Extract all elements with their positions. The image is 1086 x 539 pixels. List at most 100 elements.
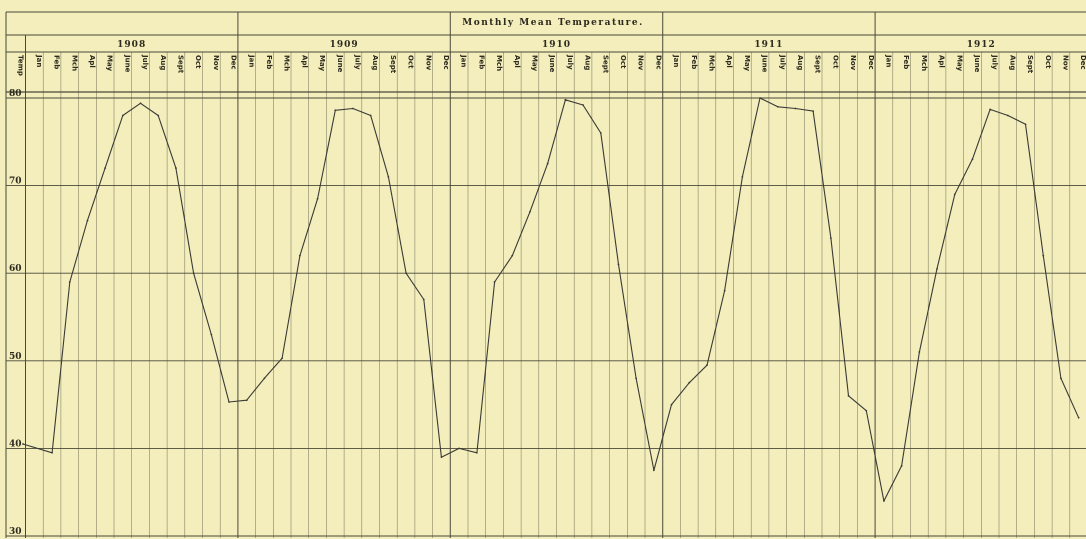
month-label: May (530, 55, 538, 71)
temperature-point (228, 401, 230, 403)
month-label: Oct (1044, 55, 1052, 69)
month-label: Apl (88, 55, 96, 68)
month-label: Dec (1079, 55, 1086, 70)
temperature-point (316, 197, 319, 200)
temperature-point (741, 175, 744, 178)
temperature-point (1060, 377, 1062, 380)
month-label: Oct (619, 55, 627, 69)
temperature-point (281, 357, 284, 360)
month-label: Dec (867, 55, 875, 70)
y-tick-label: 30 (9, 527, 22, 537)
temperature-point (245, 399, 248, 402)
temperature-point (582, 104, 584, 106)
chart-title: Monthly Mean Temperature. (462, 18, 644, 28)
month-label: May (955, 55, 963, 71)
month-label: July (566, 54, 574, 70)
month-label: May (743, 55, 751, 71)
month-label: Jan (460, 54, 468, 67)
temperature-point (104, 167, 107, 169)
month-label: Nov (1061, 55, 1069, 71)
month-label: Sept (814, 55, 822, 74)
month-label: Dec (654, 55, 662, 70)
y-tick-label: 70 (9, 177, 22, 187)
temperature-point (670, 403, 673, 406)
month-label: Nov (424, 55, 432, 71)
month-label: Jan (247, 54, 255, 67)
month-label: Oct (194, 55, 202, 69)
temperature-point (440, 456, 443, 459)
temperature-point (971, 158, 974, 161)
month-label: Feb (902, 55, 910, 69)
temperature-point (334, 109, 337, 112)
temperature-point (139, 102, 142, 105)
month-label: Sept (1026, 55, 1034, 74)
month-label: Mch (707, 55, 715, 71)
temperature-point (422, 298, 425, 301)
month-label: Feb (477, 55, 485, 69)
grid (5, 11, 1086, 538)
month-label: Jan (884, 54, 892, 67)
month-label: Mch (70, 55, 78, 71)
temperature-point (865, 409, 868, 412)
month-label: Nov (212, 55, 220, 71)
year-label: 1908 (117, 40, 146, 50)
month-label: July (353, 54, 361, 70)
temperature-point (847, 394, 850, 397)
temperature-point (564, 98, 567, 101)
temperature-point (511, 254, 514, 257)
temperature-point (529, 210, 531, 213)
temperature-point (953, 193, 956, 196)
temperature-point (86, 219, 89, 222)
temperature-point (157, 114, 160, 117)
temperature-point (1006, 114, 1009, 117)
temperature-point (599, 132, 602, 134)
temperature-point (175, 167, 177, 169)
month-label: June (123, 54, 131, 73)
month-label: Aug (1008, 55, 1016, 70)
temperature-point (776, 105, 779, 108)
temperature-point (688, 381, 691, 384)
temperature-point (475, 451, 478, 454)
temperature-point (405, 272, 407, 275)
month-labels: Temp Jan Feb Mch Apl May June July Aug Sept Oct Nov… (17, 54, 1086, 76)
temperature-point (493, 281, 496, 283)
temperature-point (936, 267, 938, 270)
year-label: 1909 (330, 40, 359, 50)
month-label: Mch (283, 55, 291, 71)
temperature-point (22, 443, 24, 445)
temperature-series (22, 97, 1080, 502)
y-tick-label: 50 (9, 352, 22, 362)
month-label: Apl (725, 55, 733, 68)
year-label: 1912 (967, 40, 996, 50)
temperature-point (51, 451, 53, 454)
temperature-point (617, 263, 620, 266)
temperature-point (723, 289, 726, 292)
temperature-point (794, 107, 797, 110)
year-label: 1910 (542, 40, 571, 50)
temperature-point (369, 114, 372, 117)
month-label: May (318, 55, 326, 71)
month-label: Sept (389, 55, 397, 74)
month-label: Dec (230, 55, 238, 70)
temperature-point (458, 447, 461, 450)
month-label: Jan (35, 54, 43, 67)
temperature-point (759, 97, 761, 99)
month-label: Sept (601, 55, 609, 74)
temp-column-label: Temp (17, 55, 25, 76)
month-label: Nov (849, 55, 857, 71)
temperature-point (900, 465, 903, 467)
temperature-point (298, 254, 301, 257)
month-label: Jan (672, 54, 680, 67)
temperature-point (918, 351, 921, 353)
month-label: Aug (584, 55, 592, 70)
temperature-point (635, 377, 638, 380)
temperature-line (22, 97, 1080, 502)
month-label: Mch (920, 55, 928, 71)
month-label: June (336, 54, 344, 73)
month-label: Feb (53, 55, 61, 69)
month-label: Feb (265, 55, 273, 69)
month-label: Aug (371, 55, 379, 70)
month-label: June (973, 54, 981, 73)
